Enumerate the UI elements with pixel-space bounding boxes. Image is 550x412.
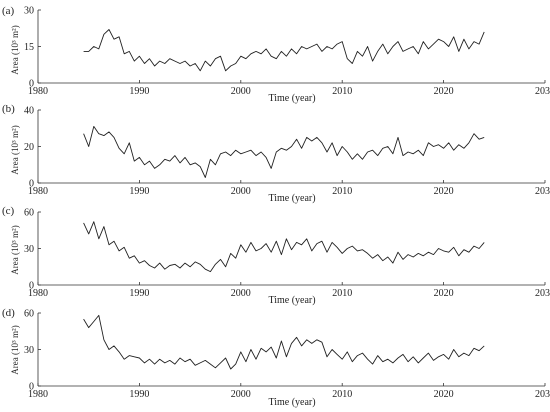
y-tick-label-a: 0 — [29, 79, 34, 90]
x-tick-label-a: 2000 — [231, 86, 251, 97]
y-tick-label-b: 0 — [29, 179, 34, 190]
x-tick-label-c: 1990 — [129, 288, 149, 299]
series-line-a — [83, 29, 485, 72]
x-tick-label-c: 2010 — [332, 288, 352, 299]
x-tick-label-d: 2010 — [332, 389, 352, 400]
panel-label-d: (d) — [2, 307, 15, 319]
panel-c: (c) Area (10³ m²) Time (year) 1980 1990 20… — [2, 205, 550, 306]
y-tick-label-a: 15 — [24, 42, 34, 53]
x-axis-title-b: Time (year) — [268, 193, 315, 204]
x-axis-title-a: Time (year) — [268, 93, 315, 104]
y-axis-title-d: Area (10³ m²) — [10, 325, 20, 374]
x-axis-title-c: Time (year) — [268, 295, 315, 306]
panel-label-b: (b) — [2, 103, 15, 115]
x-tick-label-c: 1980 — [28, 288, 48, 299]
y-tick-label-d: 60 — [24, 309, 34, 320]
y-tick-label-c: 0 — [29, 281, 34, 292]
x-tick-label-d: 1980 — [28, 389, 48, 400]
panel-b: (b) Area (10³ m²) Time (year) 1980 1990 20… — [2, 103, 550, 204]
y-tick-label-a: 30 — [24, 6, 34, 17]
y-axis-title-a: Area (10³ m²) — [10, 25, 20, 74]
y-tick-label-b: 40 — [24, 106, 34, 117]
panel-d: (d) Area (10³ m²) Time (year) 1980 1990 20… — [2, 307, 550, 408]
x-tick-label-b: 2020 — [434, 186, 454, 197]
y-tick-label-b: 20 — [24, 142, 34, 153]
panel-a: (a) Area (10³ m²) Time (year) 1980 1990 20… — [2, 5, 550, 104]
y-tick-label-d: 30 — [24, 345, 34, 356]
x-tick-label-b: 2010 — [332, 186, 352, 197]
x-tick-label-d: 1990 — [129, 389, 149, 400]
y-tick-label-c: 30 — [24, 244, 34, 255]
x-tick-label-b: 2000 — [231, 186, 251, 197]
panel-label-a: (a) — [2, 5, 15, 17]
x-tick-label-b: 1990 — [129, 186, 149, 197]
y-axis-title-c: Area (10³ m²) — [10, 225, 20, 274]
y-tick-label-d: 0 — [29, 382, 34, 393]
x-tick-label-b: 1980 — [28, 186, 48, 197]
series-line-c — [83, 221, 485, 273]
y-axis-title-b: Area (10³ m²) — [10, 125, 20, 174]
x-tick-label-a: 1980 — [28, 86, 48, 97]
series-line-b — [83, 125, 485, 178]
x-tick-label-a: 1990 — [129, 86, 149, 97]
x-tick-label-c: 2020 — [434, 288, 454, 299]
x-tick-label-d: 2020 — [434, 389, 454, 400]
series-line-d — [83, 314, 485, 370]
x-tick-label-c: 2000 — [231, 288, 251, 299]
panel-label-c: (c) — [2, 205, 15, 217]
x-axis-title-d: Time (year) — [268, 397, 315, 408]
x-tick-label-d: 2000 — [231, 389, 251, 400]
x-tick-label-a: 2020 — [434, 86, 454, 97]
x-tick-label-a: 2010 — [332, 86, 352, 97]
y-tick-label-c: 60 — [24, 208, 34, 219]
